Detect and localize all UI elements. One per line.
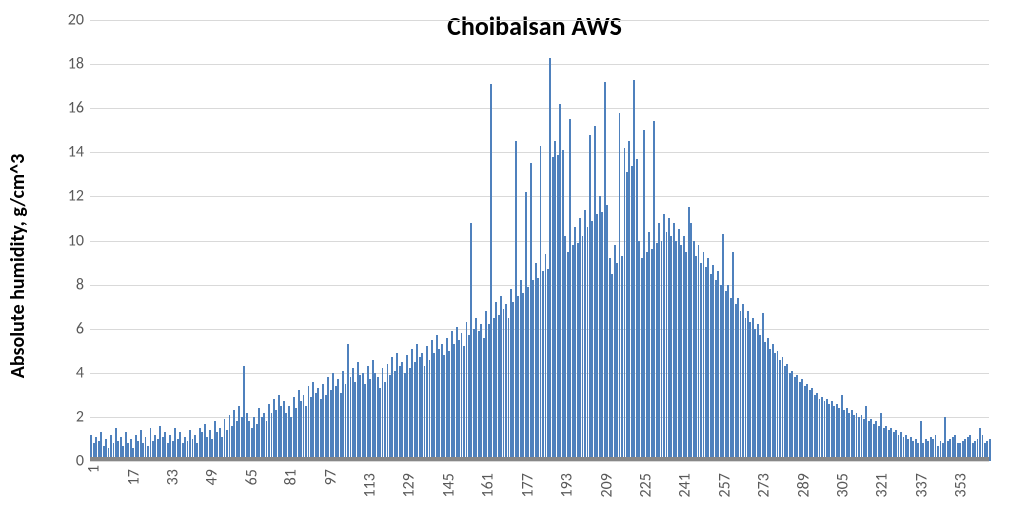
y-tick-label: 16 (68, 99, 90, 118)
x-tick-label: 209 (591, 473, 616, 497)
x-tick-label: 225 (630, 473, 655, 497)
x-tick-label: 321 (867, 473, 892, 497)
x-tick-label: 241 (670, 473, 695, 497)
y-tick-label: 10 (68, 231, 90, 250)
y-tick-label: 12 (68, 187, 90, 206)
humidity-chart: Choibalsan AWS Absolute humidity, g/cm^3… (0, 0, 1009, 531)
x-tick-label: 337 (906, 473, 931, 497)
x-tick-label: 273 (749, 473, 774, 497)
y-tick-label: 20 (68, 11, 90, 30)
x-tick-label: 289 (788, 473, 813, 497)
x-tick-label: 161 (473, 473, 498, 497)
x-tick-label: 49 (197, 469, 222, 485)
x-tick-label: 193 (552, 473, 577, 497)
y-tick-label: 14 (68, 143, 90, 162)
x-tick-label: 129 (394, 473, 419, 497)
x-tick-label: 113 (355, 473, 380, 497)
y-tick-label: 6 (76, 319, 90, 338)
x-tick-label: 177 (512, 473, 537, 497)
y-tick-label: 4 (76, 363, 90, 382)
plot-area: 02468101214161820 1173349658197113129145… (90, 20, 989, 461)
bars (90, 20, 989, 461)
x-tick-label: 257 (709, 473, 734, 497)
x-tick-label: 97 (315, 469, 340, 485)
y-tick-label: 18 (68, 55, 90, 74)
x-tick-label: 1 (79, 465, 104, 473)
y-tick-label: 2 (76, 407, 90, 426)
y-axis-label: Absolute humidity, g/cm^3 (6, 153, 30, 377)
x-tick-label: 65 (236, 469, 261, 485)
x-tick-label: 353 (946, 473, 971, 497)
x-axis (90, 457, 989, 461)
x-tick-label: 145 (433, 473, 458, 497)
x-tick-label: 33 (158, 469, 183, 485)
x-tick-label: 17 (118, 469, 143, 485)
x-tick-label: 81 (276, 469, 301, 485)
y-tick-label: 8 (76, 275, 90, 294)
bar (989, 439, 991, 461)
x-tick-label: 305 (827, 473, 852, 497)
